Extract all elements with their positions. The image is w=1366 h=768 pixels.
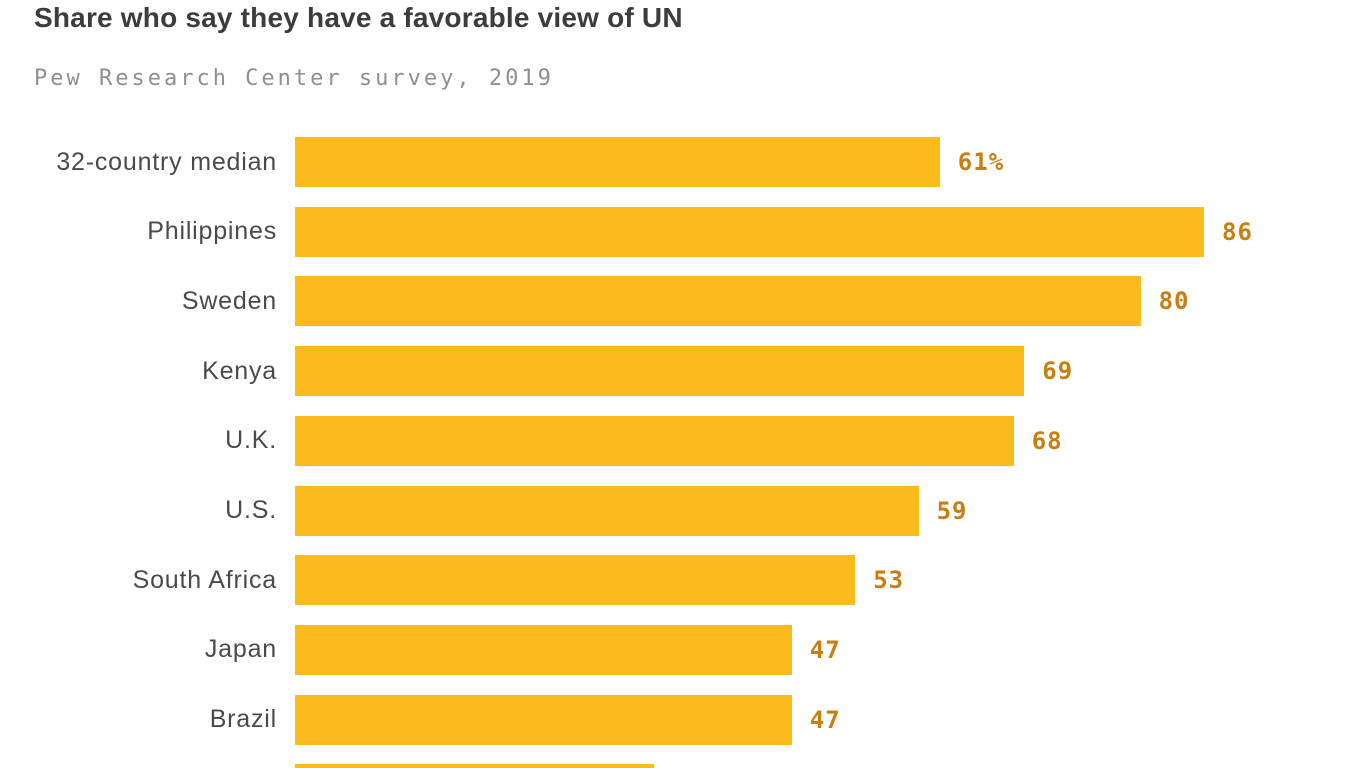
chart-title: Share who say they have a favorable view… [34, 2, 683, 33]
value-label: 53 [873, 566, 905, 595]
value-label: 59 [936, 496, 968, 525]
bar [295, 485, 919, 536]
category-label: Kenya [202, 356, 277, 385]
bar-row: Philippines 86 [0, 206, 1253, 257]
bar [295, 624, 792, 675]
bar-row: Kenya 69 [0, 346, 1074, 397]
bar-row: Sweden 80 [0, 276, 1190, 327]
bar-row: Japan 47 [0, 624, 841, 675]
category-label: 32-country median [56, 147, 277, 176]
category-label: Sweden [181, 286, 277, 315]
bar-row: U.K. 68 [0, 415, 1063, 466]
value-label: 61% [957, 148, 1005, 176]
bar-row: U.S. 59 [0, 485, 968, 536]
bar-row: South Africa 53 [0, 555, 905, 606]
bar [295, 764, 655, 768]
bar [295, 415, 1014, 466]
category-label: U.K. [225, 426, 277, 455]
bar-row: Brazil 47 [0, 694, 841, 745]
value-label: 47 [809, 705, 841, 734]
bar [295, 555, 856, 606]
bar-row [0, 764, 672, 768]
value-label: 80 [1158, 287, 1190, 316]
bar [295, 206, 1204, 257]
bar-row: 32-country median 61% [0, 137, 1004, 187]
value-label: 86 [1222, 217, 1253, 246]
category-label: Philippines [147, 217, 277, 246]
category-label: U.S. [225, 496, 277, 524]
bar [295, 137, 940, 187]
value-label: 69 [1042, 357, 1074, 386]
bar [295, 694, 792, 745]
bar [295, 346, 1025, 397]
bar [295, 276, 1141, 327]
value-label: 47 [809, 635, 841, 664]
value-label: 68 [1031, 426, 1063, 455]
chart-subtitle: Pew Research Center survey, 2019 [34, 66, 554, 91]
category-label: Brazil [209, 705, 277, 734]
category-label: South Africa [132, 565, 277, 594]
category-label: Japan [204, 635, 277, 664]
